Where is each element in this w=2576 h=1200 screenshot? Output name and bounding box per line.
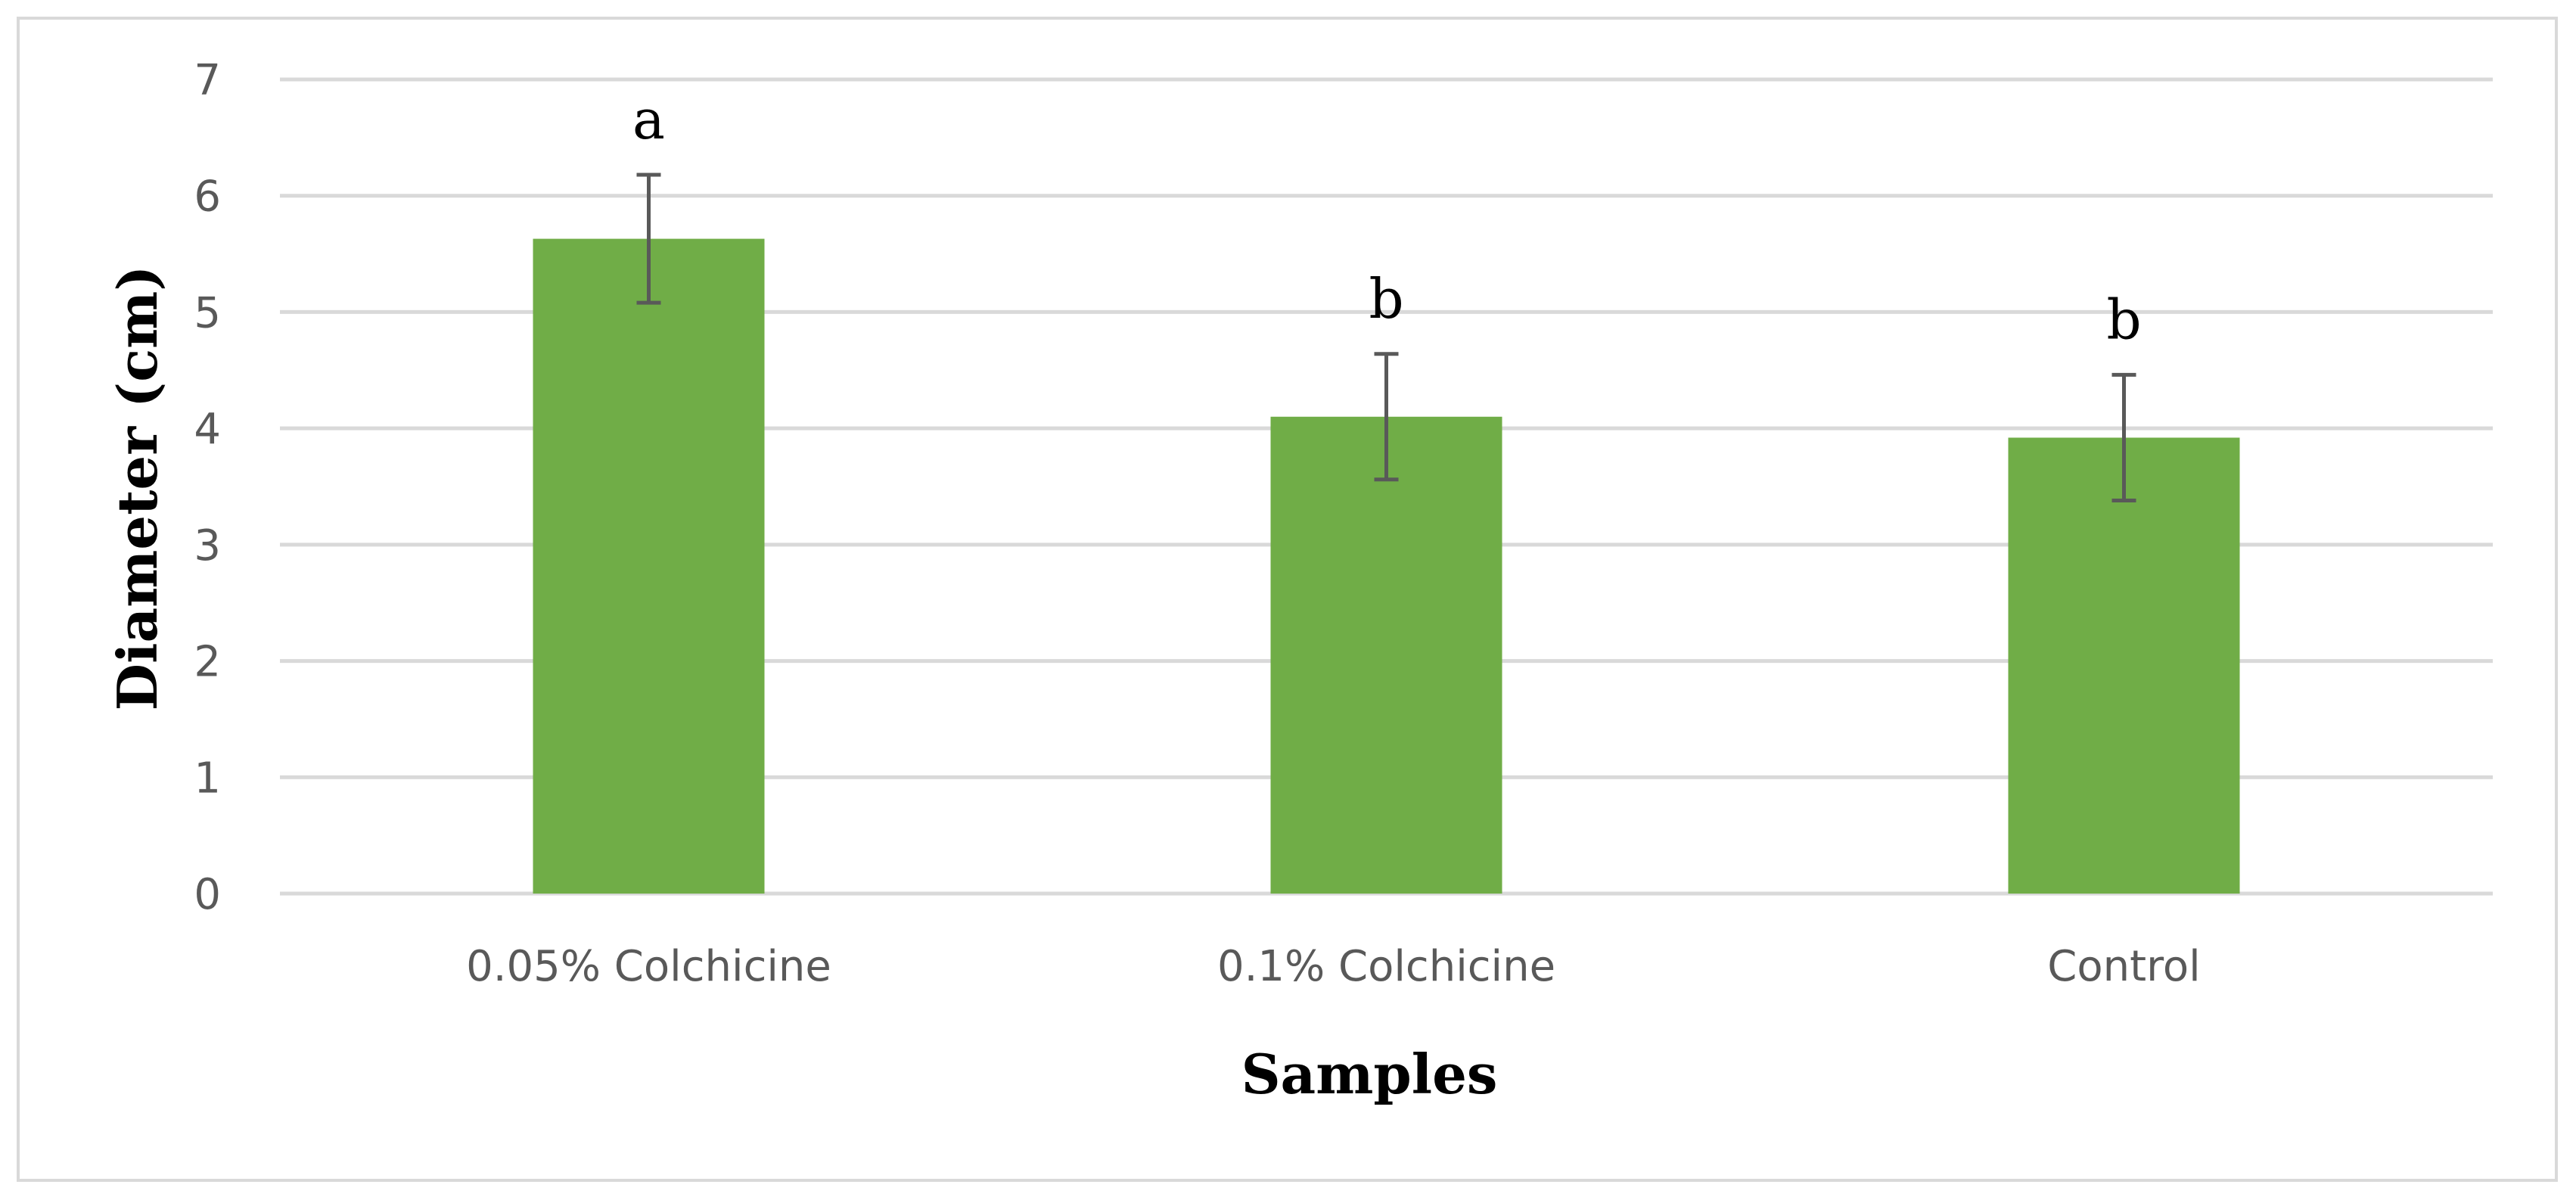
x-tick-label: 0.05% Colchicine (466, 942, 831, 991)
x-axis-title: Samples (1241, 1042, 1498, 1106)
x-tick-label: 0.1% Colchicine (1217, 942, 1555, 991)
bars (533, 238, 2240, 894)
significance-label: b (2106, 288, 2141, 351)
significance-label: b (1369, 267, 1403, 331)
error-bar (2111, 372, 2136, 502)
bar (2008, 437, 2240, 894)
y-tick-label: 0 (194, 870, 221, 919)
y-tick-label: 2 (194, 638, 221, 687)
error-bar (636, 173, 661, 305)
y-tick-label: 1 (194, 754, 221, 803)
y-tick-label: 7 (194, 56, 221, 105)
bar (533, 238, 765, 894)
bar (1270, 416, 1502, 894)
significance-label: a (632, 88, 665, 151)
error-bars (636, 173, 2136, 502)
y-tick-label: 3 (194, 521, 221, 570)
y-tick-label: 6 (194, 173, 221, 222)
x-axis-ticks: 0.05% Colchicine 0.1% Colchicine Control (466, 942, 2201, 991)
y-axis-title: Diameter (cm) (105, 266, 169, 711)
error-bar (1374, 352, 1399, 482)
x-tick-label: Control (2047, 942, 2200, 991)
y-tick-label: 5 (194, 288, 221, 337)
y-axis-ticks: 0 1 2 3 4 5 6 7 (194, 56, 221, 919)
y-tick-label: 4 (194, 405, 221, 454)
significance-labels: a b b (632, 88, 2142, 351)
